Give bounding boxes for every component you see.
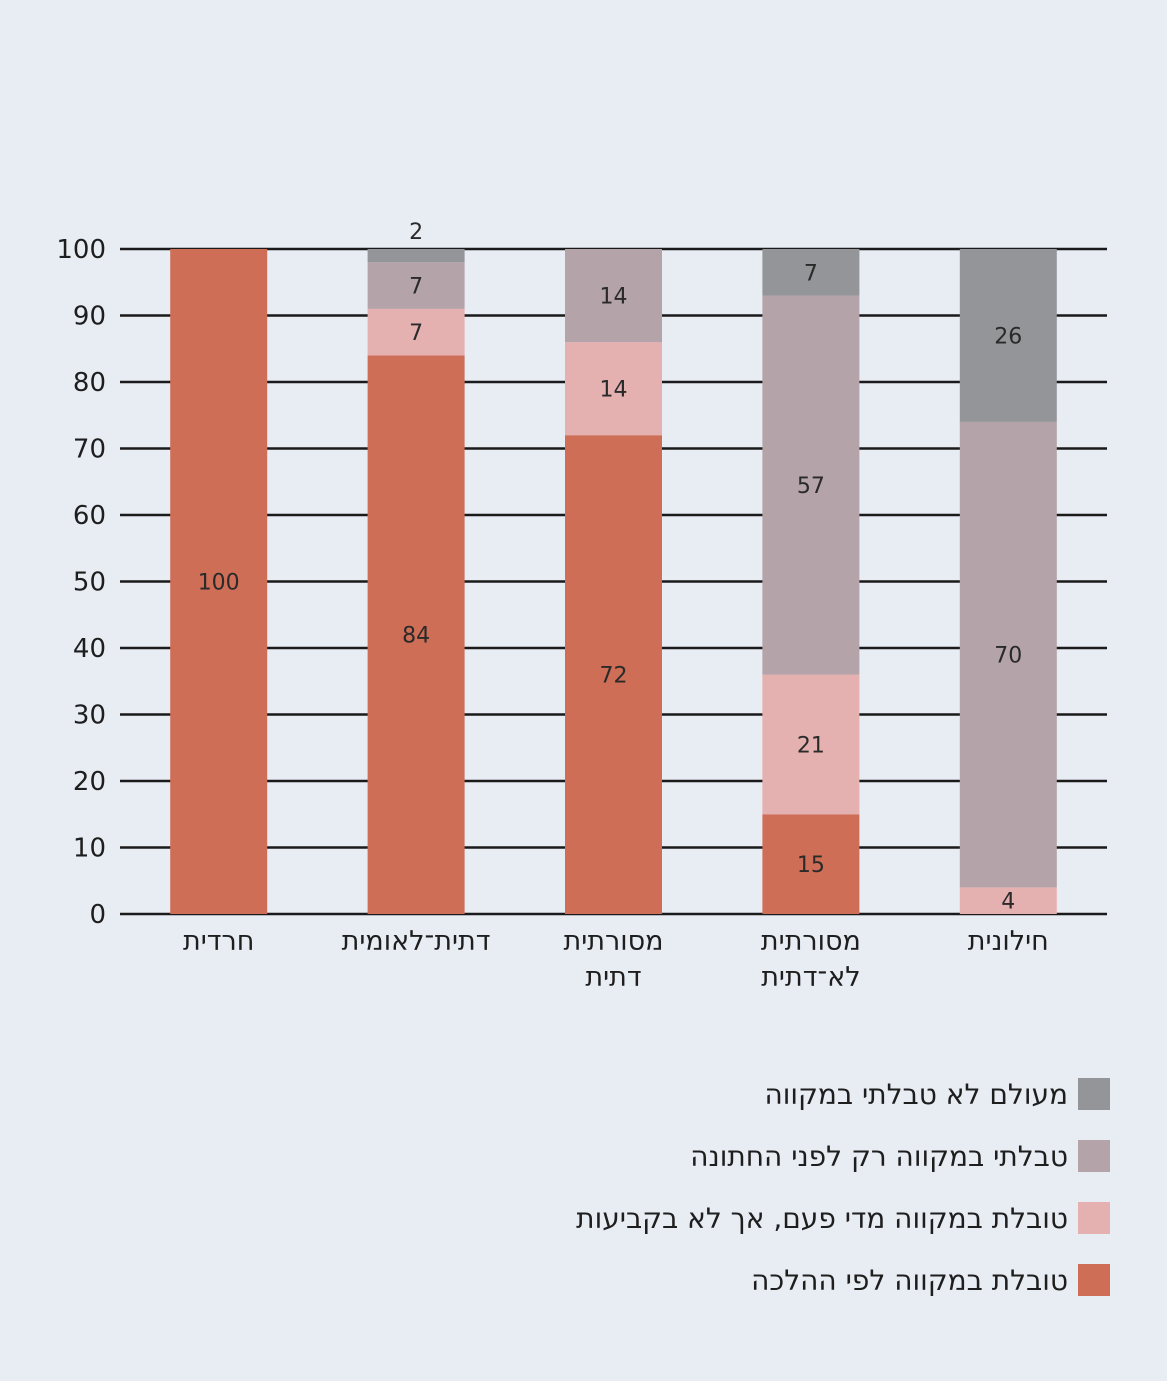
y-tick-label: 10	[73, 834, 106, 864]
category-label-line: דתית־לאומית	[342, 926, 491, 957]
bar-segment	[959, 421, 1057, 888]
bars	[170, 249, 1057, 914]
data-label: 7	[804, 261, 818, 286]
category-label: חילונית	[968, 926, 1049, 957]
y-tick-label: 0	[89, 900, 106, 930]
data-label: 14	[600, 378, 628, 403]
y-tick-label: 40	[73, 634, 106, 664]
category-label-line: לא־דתית	[761, 962, 860, 993]
bar-segment	[367, 308, 465, 356]
category-label-line: מסורתית	[564, 926, 664, 957]
data-label: 26	[994, 324, 1022, 349]
data-label: 84	[402, 624, 430, 649]
category-label: דתית־לאומית	[342, 926, 491, 957]
legend-item: טובלת במקווה לפי ההלכה	[576, 1263, 1110, 1297]
bar-segment	[959, 887, 1057, 914]
y-tick-label: 50	[73, 568, 106, 598]
data-label: 14	[600, 285, 628, 310]
category-label-line: דתית	[585, 962, 641, 993]
bar-segment	[959, 249, 1057, 422]
y-tick-label: 60	[73, 501, 106, 531]
y-tick-label: 20	[73, 767, 106, 797]
y-axis: 0 10 20 30 40 50 60 70 80 90 100	[56, 235, 106, 930]
legend: מעולם לא טבלתי במקווה טבלתי במקווה רק לפנ…	[576, 1077, 1110, 1297]
bar-segment	[565, 342, 662, 436]
y-tick-label: 90	[73, 302, 106, 332]
data-label: 15	[797, 853, 825, 878]
bar-segment	[762, 295, 860, 675]
legend-item: טובלת במקווה מדי פעם, אך לא בקביעות	[576, 1201, 1110, 1235]
legend-item: טבלתי במקווה רק לפני החתונה	[576, 1139, 1110, 1173]
legend-label: טובלת במקווה לפי ההלכה	[751, 1263, 1068, 1297]
category-label: מסורתית דתית	[564, 926, 664, 993]
category-label-line: חילונית	[968, 926, 1049, 957]
data-label: 21	[797, 733, 825, 758]
data-label: 7	[409, 321, 423, 346]
y-tick-label: 80	[73, 368, 106, 398]
legend-swatch	[1078, 1202, 1110, 1234]
bar-segment	[762, 814, 860, 914]
stacked-bar-chart: 1008477272141415215774702601020304050607…	[56, 220, 1107, 993]
legend-label: מעולם לא טבלתי במקווה	[764, 1077, 1068, 1111]
data-label: 100	[198, 571, 240, 596]
y-tick-label: 100	[56, 235, 106, 265]
data-label: 4	[1001, 890, 1015, 915]
category-label-line: מסורתית	[761, 926, 861, 957]
legend-item: מעולם לא טבלתי במקווה	[576, 1077, 1110, 1111]
data-label: 72	[600, 664, 628, 689]
data-label: 70	[994, 644, 1022, 669]
bar-segment	[762, 674, 860, 815]
bar-segment	[367, 262, 465, 309]
data-label: 2	[409, 220, 423, 245]
category-label: מסורתית לא־דתית	[761, 926, 861, 993]
data-label: 57	[797, 474, 825, 499]
category-label: חרדית	[183, 926, 254, 957]
y-tick-label: 30	[73, 701, 106, 731]
bar-segment	[565, 249, 662, 343]
legend-swatch	[1078, 1078, 1110, 1110]
bar-segment	[367, 249, 465, 263]
x-axis: חרדית דתית־לאומית מסורתית דתית מסורתית לא־דתי…	[183, 926, 1049, 993]
legend-swatch	[1078, 1140, 1110, 1172]
y-tick-label: 70	[73, 435, 106, 465]
legend-label: טבלתי במקווה רק לפני החתונה	[690, 1139, 1068, 1173]
bar-segment	[565, 435, 662, 914]
data-label: 7	[409, 275, 423, 300]
legend-swatch	[1078, 1264, 1110, 1296]
legend-label: טובלת במקווה מדי פעם, אך לא בקביעות	[576, 1201, 1068, 1235]
bar-segment	[367, 355, 465, 914]
category-label-line: חרדית	[183, 926, 254, 957]
bar-segment	[170, 249, 268, 914]
bar-segment	[762, 249, 860, 296]
